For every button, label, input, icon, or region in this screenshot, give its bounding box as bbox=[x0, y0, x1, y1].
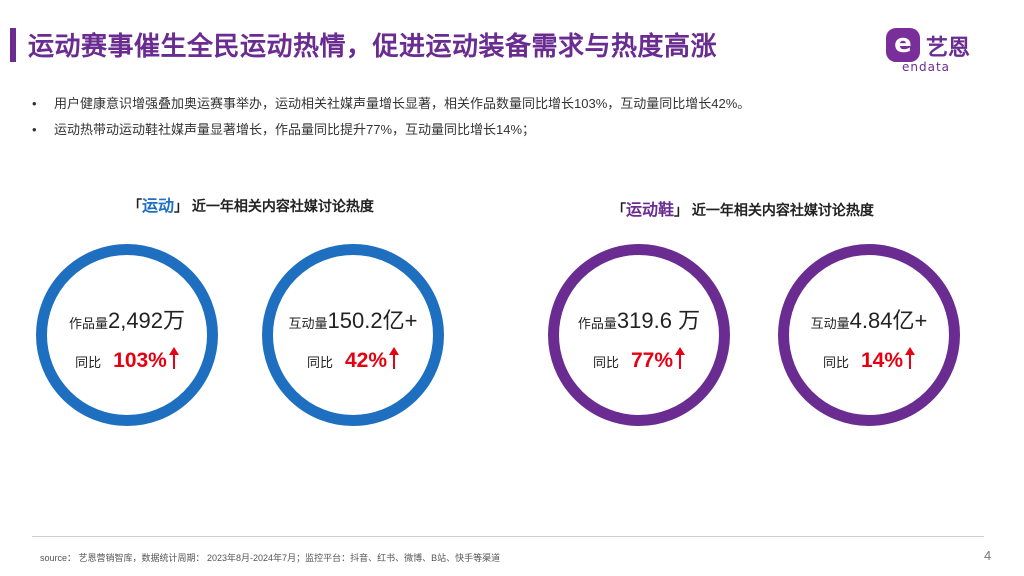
source-note: source： 艺恩营销智库，数据统计周期： 2023年8月-2024年7月；监… bbox=[40, 553, 501, 563]
endata-logo: e 艺恩 endata bbox=[886, 26, 996, 76]
logo-english-text: endata bbox=[902, 60, 951, 74]
sports-works-ring: 作品量2,492万 同比 103% bbox=[36, 244, 218, 426]
page-title: 运动赛事催生全民运动热情，促进运动装备需求与热度高涨 bbox=[28, 31, 718, 61]
footer-divider bbox=[32, 536, 984, 537]
sneakers-section-title: 「运动鞋」 近一年相关内容社媒讨论热度 bbox=[612, 196, 874, 220]
yoy-label: 同比 bbox=[306, 355, 333, 370]
up-arrow-icon bbox=[168, 347, 179, 369]
sneakers-works-ring: 作品量319.6 万 同比 77% bbox=[548, 244, 730, 426]
metric-label: 互动量 bbox=[288, 316, 328, 331]
yoy-label: 同比 bbox=[822, 355, 849, 370]
up-arrow-icon bbox=[389, 347, 400, 369]
bullet-dot-icon: • bbox=[32, 96, 37, 111]
bullet-text: 用户健康意识增强叠加奥运赛事举办，运动相关社媒声量增长显著，相关作品数量同比增长… bbox=[54, 96, 751, 111]
metric-value: 2,492万 bbox=[107, 308, 186, 333]
logo-chinese-text: 艺恩 bbox=[926, 35, 971, 60]
metric-value: 150.2亿+ bbox=[327, 308, 418, 333]
summary-bullets: • 用户健康意识增强叠加奥运赛事举办，运动相关社媒声量增长显著，相关作品数量同比… bbox=[32, 94, 992, 146]
sports-interaction-ring: 互动量150.2亿+ 同比 42% bbox=[262, 244, 444, 426]
up-arrow-icon bbox=[675, 347, 686, 369]
sneakers-interaction-ring: 互动量4.84亿+ 同比 14% bbox=[778, 244, 960, 426]
yoy-label: 同比 bbox=[592, 355, 619, 370]
yoy-value: 103% bbox=[113, 349, 167, 372]
metric-label: 作品量 bbox=[577, 316, 617, 331]
keyword: 运动 bbox=[142, 198, 175, 215]
bracket-open: 「 bbox=[128, 198, 142, 214]
yoy: 同比 14% bbox=[789, 347, 949, 373]
title-suffix: 近一年相关内容社媒讨论热度 bbox=[191, 198, 374, 214]
metric: 作品量319.6 万 bbox=[559, 303, 719, 335]
bracket-open: 「 bbox=[612, 202, 626, 218]
bullet-text: 运动热带动运动鞋社媒声量显著增长，作品量同比提升77%，互动量同比增长14%； bbox=[54, 122, 536, 137]
yoy: 同比 42% bbox=[273, 347, 433, 373]
logo-badge-icon: e bbox=[886, 28, 920, 62]
bracket-close: 」 bbox=[674, 202, 689, 218]
yoy: 同比 103% bbox=[47, 347, 207, 373]
metric-label: 互动量 bbox=[810, 316, 850, 331]
page-number: 4 bbox=[984, 548, 992, 563]
sports-section-title: 「运动」 近一年相关内容社媒讨论热度 bbox=[128, 192, 374, 216]
yoy-value: 77% bbox=[630, 349, 674, 372]
up-arrow-icon bbox=[905, 347, 916, 369]
title-accent-bar bbox=[10, 28, 16, 62]
metric-value: 319.6 万 bbox=[616, 308, 701, 333]
yoy-label: 同比 bbox=[75, 355, 102, 370]
yoy-value: 42% bbox=[344, 349, 388, 372]
metric-value: 4.84亿+ bbox=[849, 308, 928, 333]
bullet-item: • 用户健康意识增强叠加奥运赛事举办，运动相关社媒声量增长显著，相关作品数量同比… bbox=[32, 94, 992, 120]
yoy: 同比 77% bbox=[559, 347, 719, 373]
yoy-value: 14% bbox=[860, 349, 904, 372]
bullet-dot-icon: • bbox=[32, 122, 37, 137]
bracket-close: 」 bbox=[174, 198, 189, 214]
bullet-item: • 运动热带动运动鞋社媒声量显著增长，作品量同比提升77%，互动量同比增长14%… bbox=[32, 120, 992, 146]
title-suffix: 近一年相关内容社媒讨论热度 bbox=[691, 202, 874, 218]
metric: 作品量2,492万 bbox=[47, 303, 207, 335]
metric: 互动量150.2亿+ bbox=[273, 303, 433, 335]
keyword: 运动鞋 bbox=[626, 202, 675, 219]
metric-label: 作品量 bbox=[68, 316, 108, 331]
metric: 互动量4.84亿+ bbox=[789, 303, 949, 335]
